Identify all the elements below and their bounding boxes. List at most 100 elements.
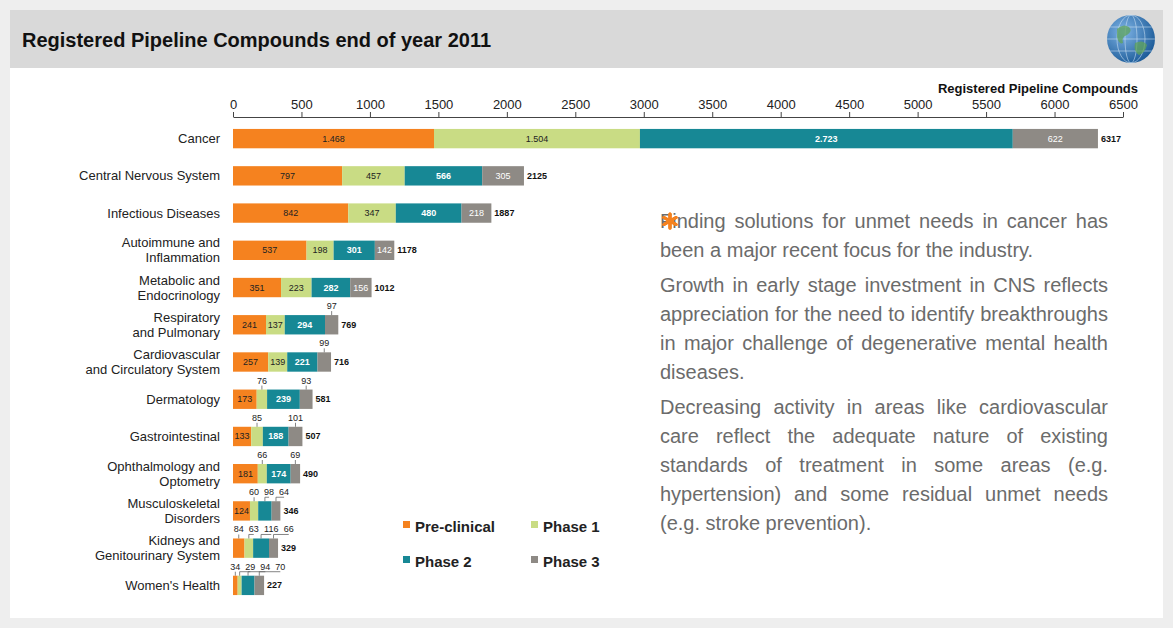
data-label: 797 <box>280 171 295 181</box>
globe-line <box>1110 51 1152 52</box>
leader-line <box>238 534 239 538</box>
bar <box>233 538 245 557</box>
leader-line <box>248 534 249 538</box>
bar <box>342 166 405 185</box>
data-label: 1.504 <box>526 134 549 144</box>
globe-land <box>1117 25 1147 55</box>
globe-line <box>1110 27 1152 28</box>
bar <box>233 166 342 185</box>
data-label: 301 <box>347 245 362 255</box>
data-label: 63 <box>249 524 259 534</box>
category-label: Autoimmune andInflammation <box>122 235 220 265</box>
data-label: 294 <box>297 320 312 330</box>
total-label: 1887 <box>494 208 514 218</box>
legend-marker <box>403 521 410 528</box>
tick-mark <box>849 112 850 117</box>
data-label: 223 <box>289 283 304 293</box>
category-label: Ophthalmology andOptometry <box>107 459 220 489</box>
bar <box>233 390 257 409</box>
tick-label: 4000 <box>767 97 796 112</box>
bar <box>251 427 263 446</box>
tick: 1000 <box>356 97 385 117</box>
bar <box>434 129 640 148</box>
background <box>0 0 1173 628</box>
data-label: 60 <box>249 487 259 497</box>
data-label: 188 <box>268 431 283 441</box>
tick: 5000 <box>904 97 933 117</box>
bar <box>254 576 264 595</box>
tick-label: 1000 <box>356 97 385 112</box>
globe-line <box>1125 15 1137 63</box>
bar <box>233 576 238 595</box>
bar <box>238 576 242 595</box>
bar <box>233 278 281 297</box>
bar <box>405 166 482 185</box>
page: Registered Pipeline Compounds end of yea… <box>0 0 1173 628</box>
tick-mark <box>644 112 645 117</box>
total-label: 2125 <box>527 171 547 181</box>
data-label: 69 <box>290 450 300 460</box>
bar <box>317 352 331 371</box>
category-label: Women's Health <box>125 578 220 593</box>
data-label: 257 <box>243 357 258 367</box>
bar <box>233 315 266 334</box>
bar <box>242 576 255 595</box>
bullet-spoke <box>664 218 676 225</box>
title: Registered Pipeline Compounds end of yea… <box>22 29 491 51</box>
bar <box>245 538 254 557</box>
data-label: 66 <box>257 450 267 460</box>
legend-item: Phase 3 <box>531 553 600 570</box>
data-label: 66 <box>284 524 294 534</box>
data-label: 173 <box>237 394 252 404</box>
total-label: 227 <box>267 580 282 590</box>
leader-line <box>324 348 325 352</box>
tick-label: 6000 <box>1041 97 1070 112</box>
category-label: Metabolic andEndocrinology <box>138 273 221 303</box>
bar <box>233 501 250 520</box>
totals: 6317212518871178101276971658150749034632… <box>267 134 1121 591</box>
annotation-text: Finding solutions for unmet needs in can… <box>660 207 1108 265</box>
data-label: 181 <box>238 469 253 479</box>
total-label: 507 <box>305 431 320 441</box>
tick-mark <box>507 112 508 117</box>
data-label: 537 <box>262 245 277 255</box>
data-label: 34 <box>230 562 240 572</box>
bar <box>375 241 394 260</box>
tick: 1500 <box>424 97 453 117</box>
bar <box>285 315 325 334</box>
annotation-text: Decreasing activity in areas like cardio… <box>660 393 1108 538</box>
data-label: 566 <box>436 171 451 181</box>
bar <box>312 278 351 297</box>
tick: 500 <box>291 97 313 117</box>
leader-line <box>261 534 262 538</box>
total-label: 1012 <box>375 283 395 293</box>
leader-line <box>331 311 332 315</box>
category-label: Infectious Diseases <box>107 206 220 221</box>
total-label: 1178 <box>397 245 417 255</box>
bar <box>396 203 462 222</box>
bullet: Finding solutions for unmet needs in can… <box>660 207 1142 265</box>
bar <box>307 241 334 260</box>
tick-label: 4500 <box>835 97 864 112</box>
data-label: 139 <box>270 357 285 367</box>
bar <box>263 427 289 446</box>
category-label: Gastrointestinal <box>130 429 220 444</box>
leader-line <box>261 386 262 390</box>
data-label: 142 <box>377 245 392 255</box>
tick-mark <box>781 112 782 117</box>
bullet: Growth in early stage investment in CNS … <box>660 271 1142 387</box>
annotation-text: Growth in early stage investment in CNS … <box>660 271 1108 387</box>
bar <box>287 352 317 371</box>
tick-label: 5000 <box>904 97 933 112</box>
data-label: 842 <box>283 208 298 218</box>
leader-line <box>262 460 263 464</box>
category-label: Cancer <box>178 131 221 146</box>
data-label: 457 <box>366 171 381 181</box>
tick: 3000 <box>630 97 659 117</box>
leader-line <box>248 572 249 576</box>
bar <box>257 390 267 409</box>
tick-label: 500 <box>291 97 313 112</box>
bar <box>348 203 396 222</box>
tick: 6500 <box>1109 97 1138 117</box>
bar <box>325 315 338 334</box>
